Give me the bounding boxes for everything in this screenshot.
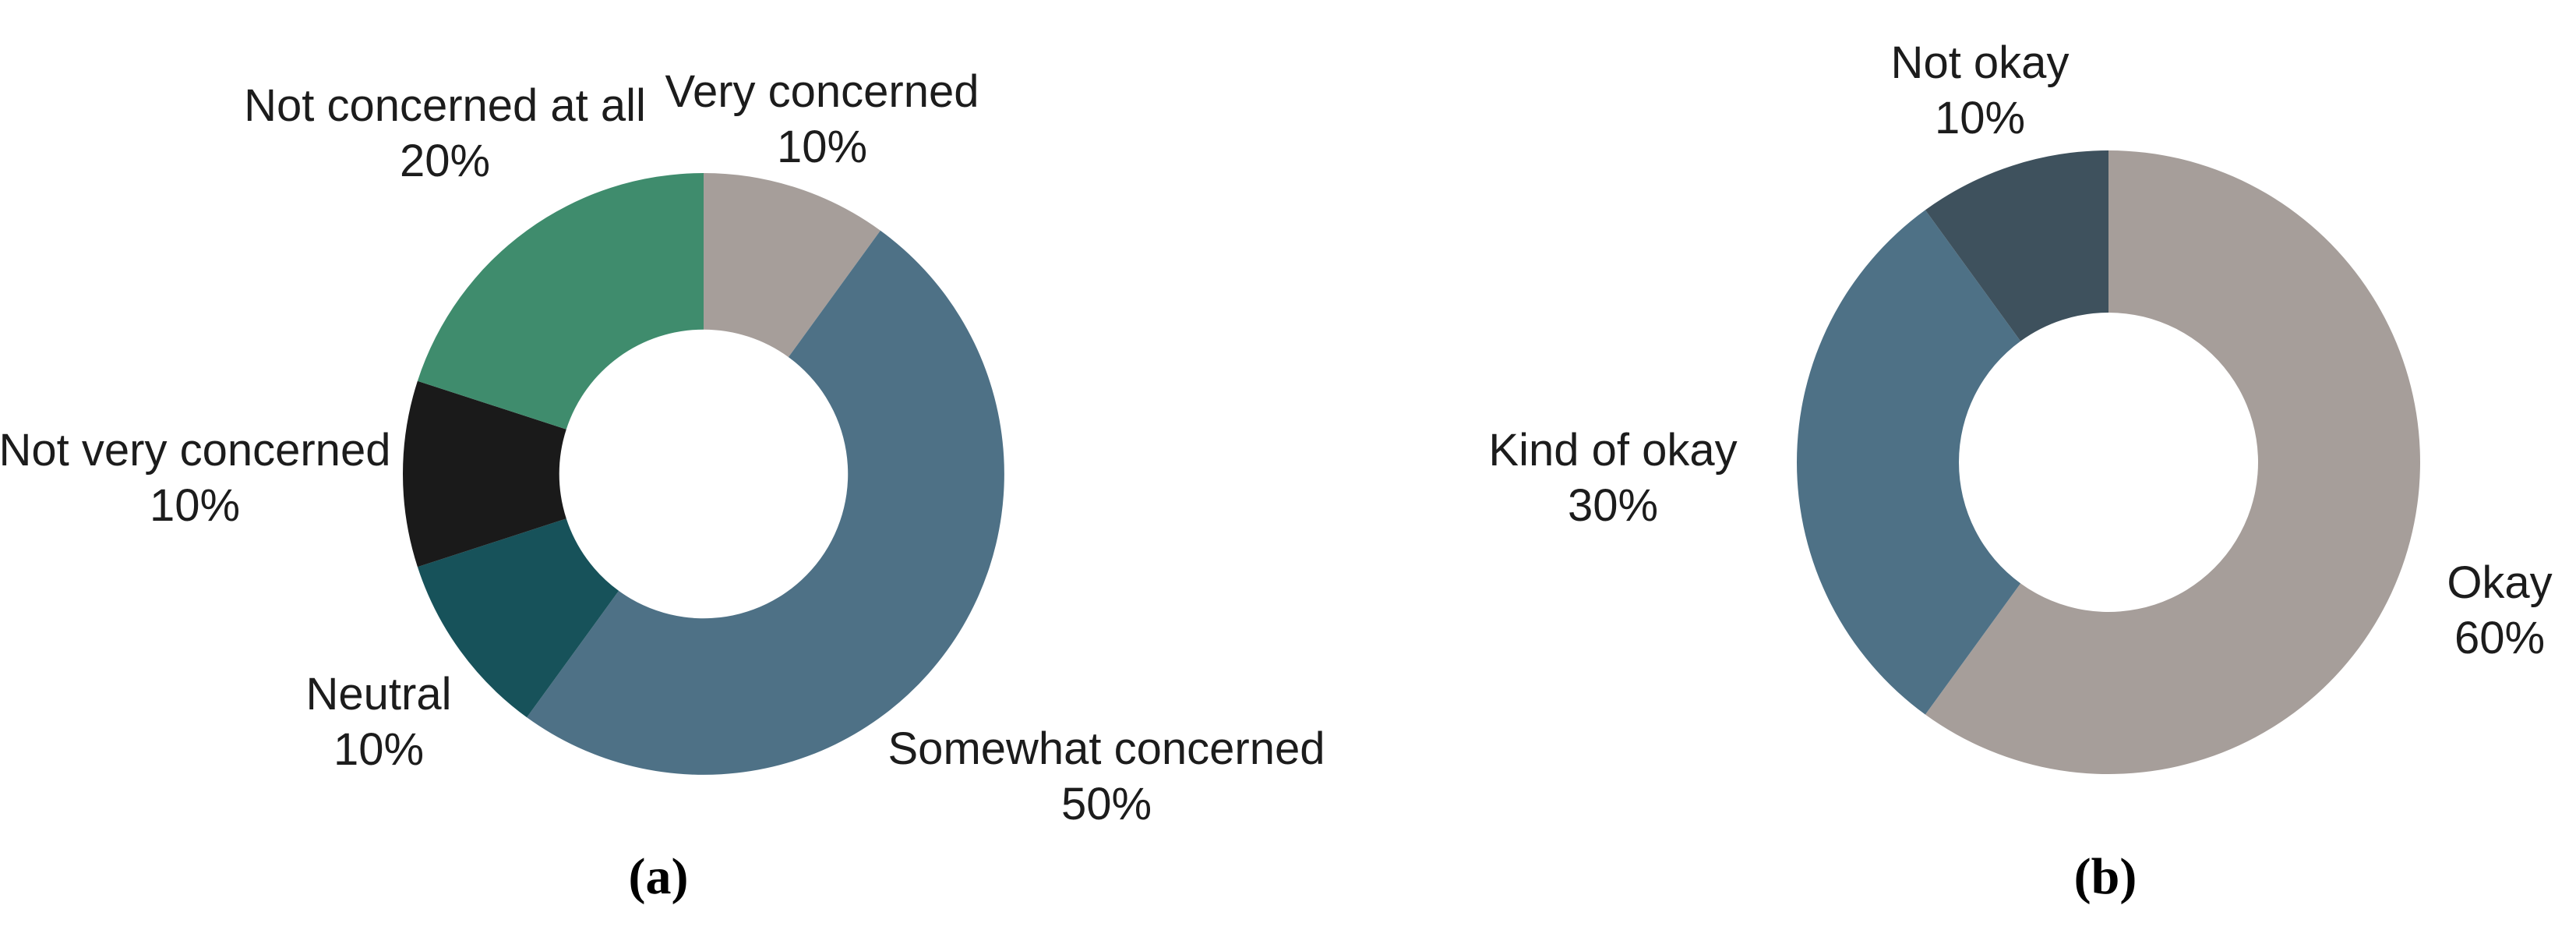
slice-label-not-very-concerned: Not very concerned 10% xyxy=(0,423,390,534)
slice-pct-text: 10% xyxy=(333,723,425,775)
subfigure-caption-a: (a) xyxy=(628,848,689,905)
slice-pct-text: 20% xyxy=(399,135,491,186)
slice-label-text: Not very concerned xyxy=(0,425,391,476)
donut-slice-somewhat-concerned xyxy=(527,230,1004,775)
donut-slice-very-concerned xyxy=(704,173,880,358)
slice-label-kind-of-okay: Kind of okay 30% xyxy=(1488,423,1737,534)
slice-pct-text: 60% xyxy=(2454,612,2546,663)
slice-label-not-concerned-at-all: Not concerned at all 20% xyxy=(244,79,646,189)
slice-label-text: Not concerned at all xyxy=(244,80,646,131)
slice-label-not-okay: Not okay 10% xyxy=(1891,36,2070,147)
donut-slice-not-okay xyxy=(1925,150,2108,341)
slice-pct-text: 10% xyxy=(1934,92,2026,143)
slice-pct-text: 50% xyxy=(1060,778,1152,829)
slice-label-somewhat-concerned: Somewhat concerned 50% xyxy=(888,722,1325,833)
donut-slice-not-concerned-at-all xyxy=(417,173,704,430)
slice-label-text: Not okay xyxy=(1890,37,2070,88)
donut-slice-not-very-concerned xyxy=(403,380,566,568)
slice-label-very-concerned: Very concerned 10% xyxy=(665,65,979,175)
slice-label-text: Neutral xyxy=(305,669,452,720)
slice-label-text: Somewhat concerned xyxy=(887,723,1325,774)
slice-label-text: Okay xyxy=(2447,557,2553,608)
donut-chart-b xyxy=(1797,150,2420,774)
slice-pct-text: 30% xyxy=(1567,479,1659,531)
donut-slice-neutral xyxy=(417,518,619,718)
donut-chart-a xyxy=(403,173,1004,775)
slice-pct-text: 10% xyxy=(149,479,241,531)
slice-label-okay: Okay 60% xyxy=(2447,556,2552,667)
slice-label-text: Kind of okay xyxy=(1488,425,1738,476)
slice-label-text: Very concerned xyxy=(665,66,979,117)
donut-slice-okay xyxy=(1925,150,2420,774)
slice-pct-text: 10% xyxy=(776,121,868,172)
subfigure-caption-b: (b) xyxy=(2073,848,2137,905)
donut-slice-kind-of-okay xyxy=(1797,210,2021,715)
slice-label-neutral: Neutral 10% xyxy=(306,667,452,778)
